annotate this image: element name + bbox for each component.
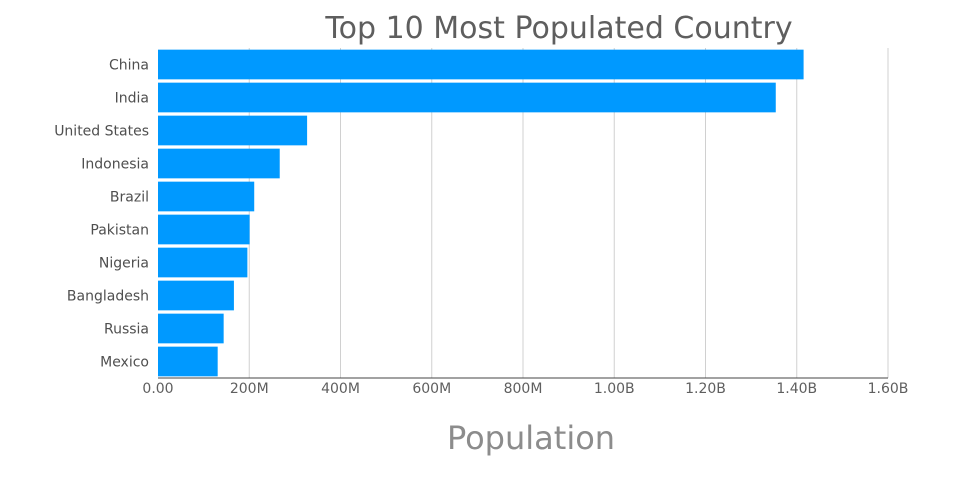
x-tick-label: 1.00B	[594, 381, 635, 397]
bars-layer	[158, 49, 804, 377]
category-label-nigeria: Nigeria	[99, 256, 149, 272]
category-label-pakistan: Pakistan	[90, 223, 149, 239]
x-axis-label: Population	[447, 419, 615, 457]
bar-bangladesh[interactable]	[158, 280, 234, 311]
category-label-mexico: Mexico	[100, 355, 149, 371]
bar-china[interactable]	[158, 49, 804, 80]
x-tick-label: 1.60B	[868, 381, 909, 397]
ticks-layer: 0.00 200M 400M 600M 800M 1.00B 1.20B 1.40B 1.60B	[142, 381, 908, 397]
category-label-china: China	[109, 58, 149, 74]
bar-indonesia[interactable]	[158, 148, 280, 179]
category-label-indonesia: Indonesia	[81, 157, 149, 173]
category-label-united-states: United States	[54, 124, 149, 140]
bar-nigeria[interactable]	[158, 247, 248, 278]
bar-mexico[interactable]	[158, 346, 218, 377]
bar-india[interactable]	[158, 82, 776, 113]
bar-russia[interactable]	[158, 313, 224, 344]
x-tick-label: 800M	[504, 381, 543, 397]
category-label-india: India	[115, 91, 149, 107]
x-tick-label: 400M	[321, 381, 360, 397]
categories-layer: China India United States Indonesia Brazil Pa…	[54, 58, 149, 371]
bar-brazil[interactable]	[158, 181, 255, 212]
x-tick-label: 600M	[412, 381, 451, 397]
bar-united-states[interactable]	[158, 115, 308, 146]
category-label-russia: Russia	[104, 322, 149, 338]
x-tick-label: 1.40B	[776, 381, 817, 397]
category-label-brazil: Brazil	[110, 190, 149, 206]
category-label-bangladesh: Bangladesh	[67, 289, 149, 305]
x-tick-label: 1.20B	[685, 381, 726, 397]
chart-title: Top 10 Most Populated Country	[324, 11, 792, 46]
bar-pakistan[interactable]	[158, 214, 250, 245]
x-tick-label: 0.00	[142, 381, 173, 397]
x-tick-label: 200M	[230, 381, 269, 397]
